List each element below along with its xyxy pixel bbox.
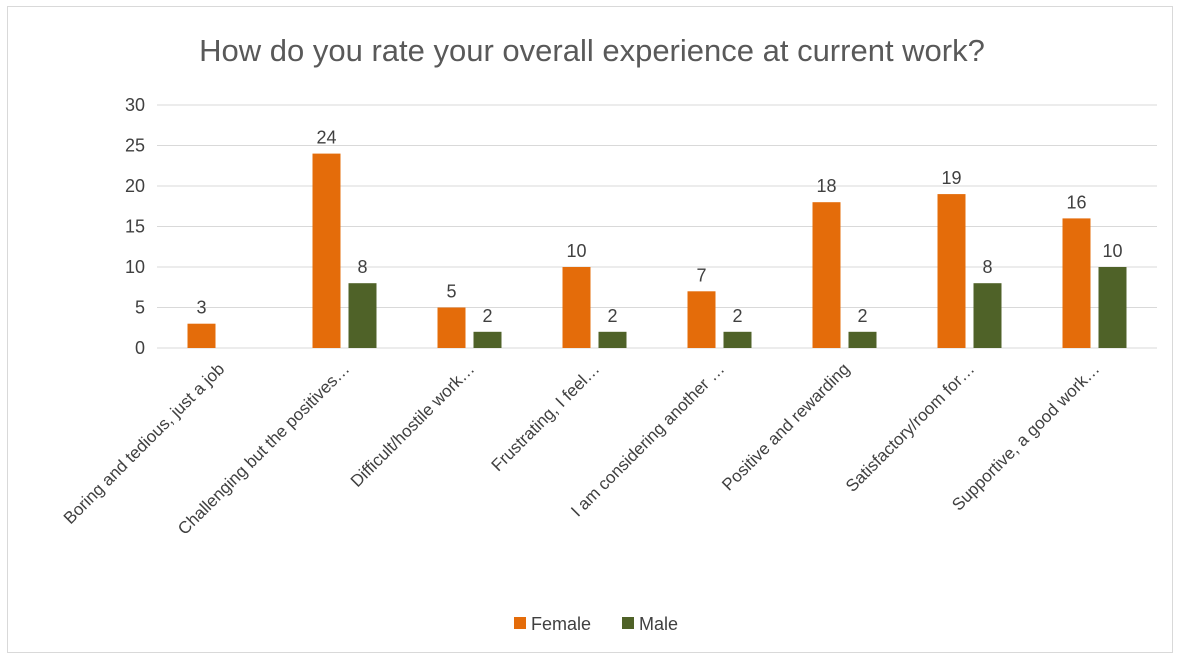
data-label-male: 2	[732, 306, 742, 326]
y-axis: 0 5 10 15 20 25 30	[125, 95, 145, 358]
data-label-male: 2	[482, 306, 492, 326]
data-label-female: 10	[566, 241, 586, 261]
data-label-female: 3	[196, 298, 206, 318]
x-tick-label: Frustrating, I feel…	[488, 359, 604, 475]
y-tick-label: 25	[125, 136, 145, 156]
y-tick-label: 10	[125, 257, 145, 277]
bar-female	[562, 267, 591, 348]
gridlines	[157, 104, 1157, 349]
bar-male	[1098, 267, 1127, 348]
data-labels: 3 24 8 5 2 10 2 7 2 18 2 19 8 16 10	[196, 128, 1122, 326]
chart-title: How do you rate your overall experience …	[199, 33, 985, 68]
bar-female	[1062, 218, 1091, 348]
bar-male	[973, 283, 1002, 348]
data-label-male: 8	[982, 257, 992, 277]
x-tick-label: Difficult/hostile work…	[347, 359, 478, 490]
legend-label-female: Female	[531, 614, 591, 634]
bar-male	[473, 331, 502, 348]
legend-swatch-male	[622, 617, 634, 629]
bar-female	[937, 194, 966, 348]
data-label-female: 18	[816, 176, 836, 196]
data-label-female: 7	[696, 265, 706, 285]
x-tick-label: Positive and rewarding	[718, 359, 853, 494]
y-tick-label: 30	[125, 95, 145, 115]
data-label-male: 2	[857, 306, 867, 326]
x-axis: Boring and tedious, just a jobChallengin…	[60, 359, 1103, 538]
data-label-female: 5	[446, 282, 456, 302]
data-label-male: 2	[607, 306, 617, 326]
y-tick-label: 20	[125, 176, 145, 196]
bar-female	[812, 202, 841, 348]
legend-label-male: Male	[639, 614, 678, 634]
bar-male	[598, 331, 627, 348]
legend-swatch-female	[514, 617, 526, 629]
bar-female	[687, 291, 716, 348]
data-label-male: 10	[1102, 241, 1122, 261]
y-tick-label: 0	[135, 338, 145, 358]
bars	[187, 153, 1127, 348]
x-tick-label: Satisfactory/room for…	[842, 359, 978, 495]
bar-male	[723, 331, 752, 348]
bar-male	[348, 283, 377, 348]
y-tick-label: 15	[125, 217, 145, 237]
data-label-female: 16	[1066, 192, 1086, 212]
data-label-female: 19	[941, 168, 961, 188]
data-label-male: 8	[357, 257, 367, 277]
bar-female	[312, 153, 341, 348]
bar-female	[187, 323, 216, 348]
x-tick-label: Supportive, a good work…	[948, 359, 1103, 514]
bar-male	[848, 331, 877, 348]
legend: Female Male	[514, 614, 678, 634]
y-tick-label: 5	[135, 298, 145, 318]
data-label-female: 24	[316, 128, 336, 148]
bar-female	[437, 307, 466, 348]
